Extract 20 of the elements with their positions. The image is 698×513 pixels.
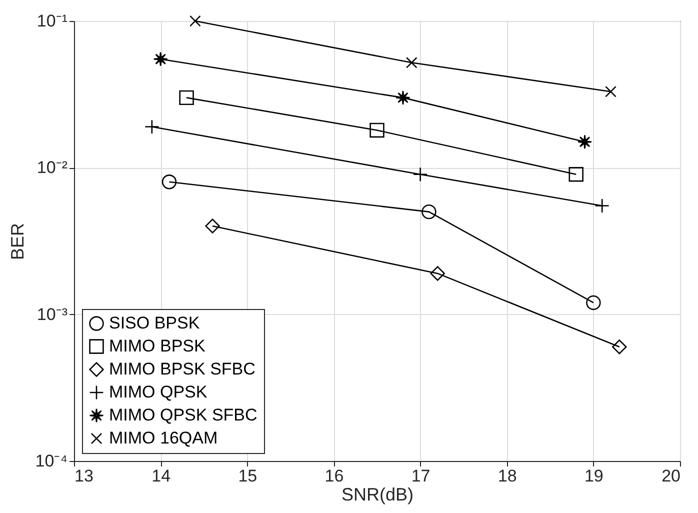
x-axis-title: SNR(dB) [341, 484, 414, 504]
x-tick-label: 20 [662, 466, 680, 486]
y-tick-label: 10⁻⁴ [35, 452, 68, 470]
legend-label: MIMO BPSK SFBC [109, 360, 256, 378]
y-tick-label: 10⁻² [36, 158, 68, 178]
x-tick-label: 13 [74, 466, 94, 486]
y-tick-label: 10⁻¹ [36, 12, 68, 30]
legend-label: MIMO 16QAM [109, 428, 218, 448]
x-tick-label: 17 [411, 466, 430, 486]
legend-label: SISO BPSK [109, 314, 200, 332]
x-tick-label: 14 [152, 466, 171, 486]
x-tick-label: 16 [324, 466, 344, 486]
legend-label: MIMO QPSK [109, 382, 208, 402]
legend-label: MIMO QPSK SFBC [109, 406, 258, 424]
x-tick-label: 19 [584, 466, 604, 486]
y-tick-label: 10⁻³ [36, 304, 68, 324]
x-tick-label: 15 [238, 466, 258, 486]
legend-label: MIMO BPSK [109, 336, 206, 356]
x-tick-label: 18 [498, 466, 517, 486]
y-axis-title: BER [7, 222, 28, 260]
